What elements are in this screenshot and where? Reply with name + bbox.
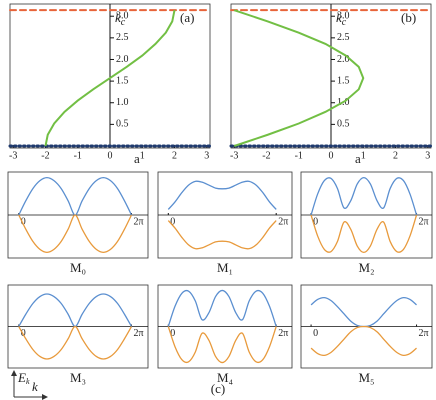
curve bbox=[18, 293, 133, 328]
hint-x-label: k bbox=[32, 379, 38, 394]
y-label-base: k bbox=[115, 10, 121, 25]
y-tick-label: 2.0 bbox=[116, 54, 129, 65]
axes-hint: Ek k bbox=[11, 370, 48, 400]
x-tick-label: 2π bbox=[133, 328, 143, 339]
x-tick-label: 0 bbox=[21, 216, 26, 227]
y-axis-label: kc bbox=[115, 10, 126, 28]
panel-title: M₂ bbox=[358, 260, 374, 275]
x-tick-label: -3 bbox=[230, 150, 238, 161]
x-tick-label: 2 bbox=[172, 150, 177, 161]
panel-title: M₃ bbox=[70, 370, 86, 385]
curve bbox=[167, 180, 277, 210]
x-tick-label: -2 bbox=[41, 150, 49, 161]
panel-title: M₁ bbox=[217, 260, 233, 275]
panel: 0.5 1.0 1.5 2.0 2.5 3.0 -3 -2 -1 0 1 2 3 a kc (a) bbox=[8, 3, 212, 166]
y-axis-label: kc bbox=[336, 10, 347, 28]
panel: 0 2π M₄ bbox=[157, 284, 293, 385]
y-tick-label: 2.5 bbox=[116, 32, 129, 43]
y-label-base: k bbox=[336, 10, 342, 25]
curve bbox=[18, 325, 133, 360]
panel-title: M₄ bbox=[217, 370, 234, 385]
x-tick-label: -3 bbox=[9, 150, 17, 161]
x-tick-label: 0 bbox=[313, 216, 318, 227]
curve bbox=[167, 326, 277, 364]
x-tick-label: 2 bbox=[393, 150, 398, 161]
curve bbox=[310, 176, 418, 216]
y-tick-label: 3.0 bbox=[337, 11, 350, 22]
x-tick-label: -2 bbox=[262, 150, 270, 161]
x-tick-label: 0 bbox=[329, 150, 334, 161]
figure-label: (c) bbox=[211, 381, 225, 396]
y-tick-label: 2.5 bbox=[337, 32, 350, 43]
panel: 0 2π M₀ bbox=[7, 171, 149, 275]
curve bbox=[167, 289, 277, 327]
curve bbox=[233, 9, 365, 147]
y-tick-label: 1.0 bbox=[116, 97, 129, 108]
y-label-sub: c bbox=[121, 17, 126, 28]
curve bbox=[310, 214, 418, 254]
y-tick-label: 3.0 bbox=[116, 11, 129, 22]
curve bbox=[167, 220, 277, 250]
x-tick-label: 2π bbox=[278, 216, 288, 227]
hint-y-base: E bbox=[17, 370, 26, 385]
x-axis-label: a bbox=[134, 151, 140, 166]
x-tick-label: 2π bbox=[133, 216, 143, 227]
hint-arrowhead bbox=[11, 370, 17, 376]
panel: 0 2π M₁ bbox=[157, 171, 293, 275]
panel: 0 2π M₅ bbox=[300, 284, 433, 385]
curve bbox=[310, 325, 417, 357]
hint-y-sub: k bbox=[26, 377, 30, 386]
x-tick-label: 3 bbox=[204, 150, 209, 161]
y-tick-label: 2.0 bbox=[337, 54, 350, 65]
curve bbox=[310, 296, 417, 328]
y-tick-label: 1.5 bbox=[116, 75, 129, 86]
x-tick-label: 2π bbox=[419, 216, 429, 227]
y-tick-label: 1.5 bbox=[337, 75, 350, 86]
x-tick-label: 0 bbox=[108, 150, 113, 161]
hint-y-label: Ek bbox=[17, 370, 30, 386]
x-tick-label: 1 bbox=[361, 150, 366, 161]
panel-title: M₅ bbox=[358, 370, 374, 385]
x-tick-label: 0 bbox=[170, 216, 175, 227]
x-tick-label: 0 bbox=[313, 328, 318, 339]
panel-label: (b) bbox=[401, 10, 416, 25]
y-tick-label: 0.5 bbox=[116, 119, 129, 130]
y-tick-label: 0.5 bbox=[337, 119, 350, 130]
x-tick-label: 1 bbox=[140, 150, 145, 161]
hint-arrowhead bbox=[42, 394, 48, 400]
x-tick-label: 0 bbox=[170, 328, 175, 339]
curve bbox=[18, 214, 133, 254]
x-tick-label: -1 bbox=[74, 150, 82, 161]
curve bbox=[44, 9, 176, 147]
x-tick-label: -1 bbox=[295, 150, 303, 161]
y-label-sub: c bbox=[342, 17, 347, 28]
curve bbox=[18, 176, 133, 216]
x-tick-label: 3 bbox=[425, 150, 430, 161]
panel-label: (a) bbox=[180, 10, 194, 25]
x-axis-label: a bbox=[355, 151, 361, 166]
panel-title: M₀ bbox=[70, 260, 86, 275]
x-tick-label: 2π bbox=[419, 328, 429, 339]
panel: 0 2π M₂ bbox=[300, 171, 433, 275]
x-tick-label: 2π bbox=[278, 328, 288, 339]
